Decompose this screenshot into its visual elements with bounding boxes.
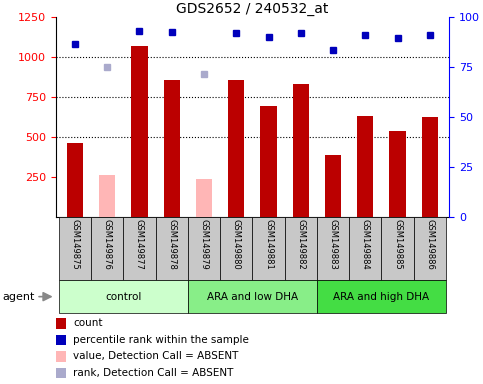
Text: GSM149883: GSM149883 [328, 220, 338, 270]
Text: rank, Detection Call = ABSENT: rank, Detection Call = ABSENT [73, 368, 234, 378]
Title: GDS2652 / 240532_at: GDS2652 / 240532_at [176, 2, 328, 16]
Bar [123, 217, 156, 280]
Bar [260, 106, 277, 217]
Text: GSM149879: GSM149879 [199, 220, 209, 270]
Bar [99, 175, 115, 217]
Bar [188, 280, 317, 313]
Bar [156, 217, 188, 280]
Bar [317, 280, 446, 313]
Text: GSM149885: GSM149885 [393, 220, 402, 270]
Text: ARA and low DHA: ARA and low DHA [207, 291, 298, 302]
Bar [91, 217, 123, 280]
Text: GSM149876: GSM149876 [103, 220, 112, 270]
Text: percentile rank within the sample: percentile rank within the sample [73, 335, 249, 345]
Bar [131, 46, 147, 217]
Text: GSM149881: GSM149881 [264, 220, 273, 270]
Text: GSM149877: GSM149877 [135, 220, 144, 270]
Bar [196, 179, 212, 217]
Bar [284, 217, 317, 280]
Bar [414, 217, 446, 280]
Bar [422, 117, 438, 217]
Bar [228, 80, 244, 217]
Bar [317, 217, 349, 280]
Text: GSM149886: GSM149886 [426, 220, 434, 270]
Bar [188, 217, 220, 280]
Text: GSM149875: GSM149875 [71, 220, 79, 270]
Text: GSM149882: GSM149882 [296, 220, 305, 270]
Text: GSM149878: GSM149878 [167, 220, 176, 270]
Text: value, Detection Call = ABSENT: value, Detection Call = ABSENT [73, 351, 239, 361]
Bar [357, 116, 373, 217]
Bar [389, 131, 406, 217]
Text: control: control [105, 291, 142, 302]
Bar [67, 144, 83, 217]
Bar [382, 217, 414, 280]
Bar [59, 280, 188, 313]
Bar [59, 217, 91, 280]
Text: agent: agent [2, 291, 35, 302]
Bar [220, 217, 253, 280]
Bar [325, 155, 341, 217]
Bar [253, 217, 284, 280]
Bar [164, 79, 180, 217]
Text: GSM149884: GSM149884 [361, 220, 370, 270]
Text: ARA and high DHA: ARA and high DHA [333, 291, 429, 302]
Bar [293, 84, 309, 217]
Text: count: count [73, 318, 103, 328]
Bar [349, 217, 382, 280]
Text: GSM149880: GSM149880 [232, 220, 241, 270]
